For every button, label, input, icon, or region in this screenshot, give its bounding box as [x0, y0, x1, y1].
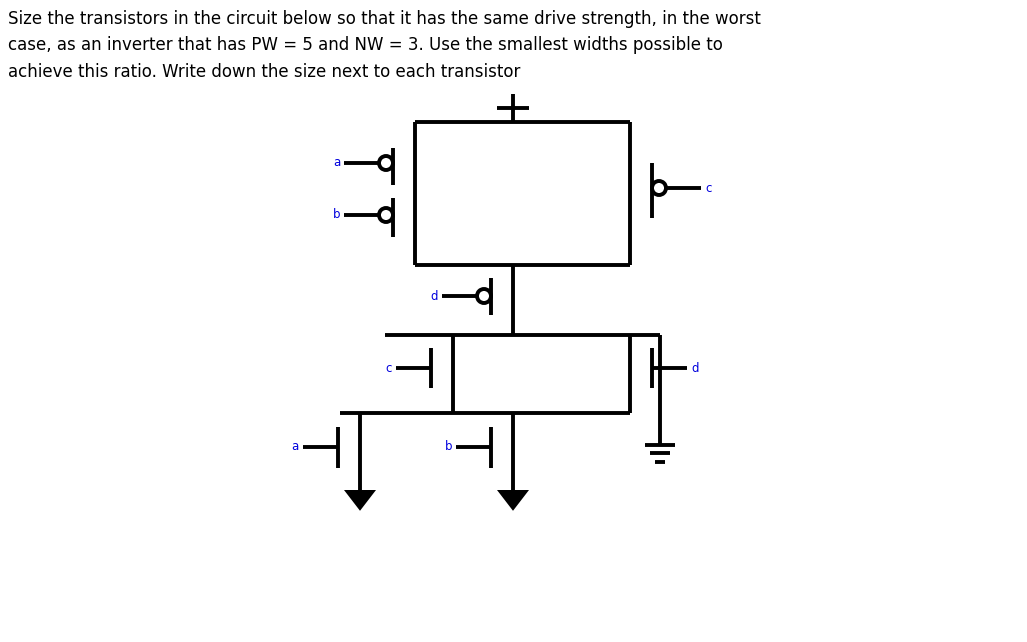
Text: b: b — [445, 440, 452, 453]
Text: a: a — [292, 440, 299, 453]
Text: c: c — [385, 361, 392, 374]
Text: Size the transistors in the circuit below so that it has the same drive strength: Size the transistors in the circuit belo… — [8, 10, 761, 81]
Polygon shape — [344, 490, 376, 511]
Text: a: a — [333, 157, 340, 169]
Text: d: d — [430, 290, 438, 302]
Polygon shape — [497, 490, 529, 511]
Text: c: c — [705, 182, 712, 195]
Text: b: b — [333, 209, 340, 221]
Text: d: d — [691, 361, 698, 374]
